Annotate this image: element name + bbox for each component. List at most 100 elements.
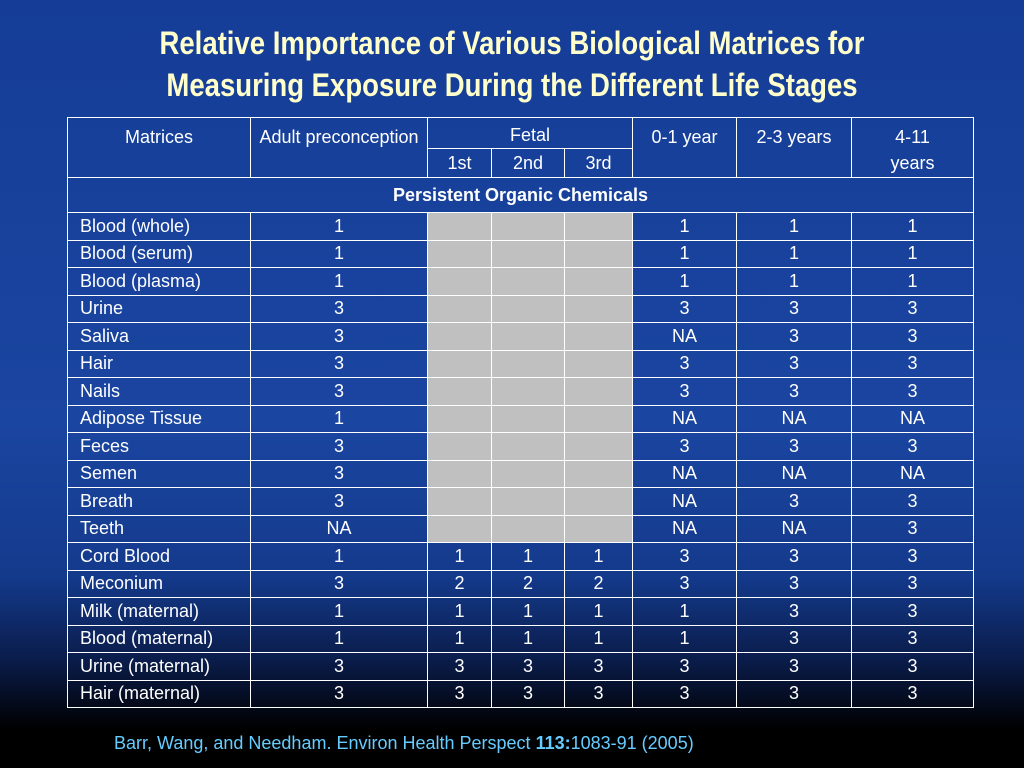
cell-fetal-2nd: 1	[491, 542, 565, 571]
cell-fetal-3rd	[563, 322, 634, 351]
cell-4-11-years: 3	[851, 597, 975, 626]
cell-fetal-2nd	[491, 349, 565, 378]
cell-adult: 1	[250, 239, 428, 268]
cell-fetal-1st	[427, 459, 492, 488]
section-label: Persistent Organic Chemicals	[66, 177, 975, 213]
cell-2-3-years: 3	[736, 294, 853, 323]
cell-matrix: Blood (whole)	[67, 212, 251, 241]
cell-fetal-2nd: 1	[491, 597, 565, 626]
cell-2-3-years: 1	[736, 212, 853, 241]
cell-fetal-1st	[427, 239, 492, 268]
header-fetal: Fetal	[426, 117, 634, 149]
cell-0-1-year: 1	[632, 239, 738, 268]
cell-0-1-year: 3	[632, 569, 738, 598]
cell-4-11-years: 3	[851, 652, 975, 681]
cell-fetal-2nd	[491, 487, 565, 516]
cell-fetal-3rd	[563, 404, 634, 433]
cell-matrix: Feces	[67, 432, 251, 461]
cell-fetal-1st	[427, 294, 492, 323]
cell-2-3-years: 3	[736, 624, 853, 653]
citation-pages: 1083-91 (2005)	[570, 733, 694, 753]
cell-fetal-3rd	[563, 377, 634, 406]
header-fetal-3rd: 3rd	[563, 148, 634, 178]
cell-adult: 3	[250, 569, 428, 598]
cell-2-3-years: NA	[736, 514, 853, 543]
header-4-11-years: 4-11 years	[851, 117, 975, 178]
cell-0-1-year: 3	[632, 432, 738, 461]
cell-2-3-years: 3	[736, 679, 853, 708]
cell-fetal-3rd	[563, 212, 634, 241]
cell-fetal-1st	[427, 514, 492, 543]
cell-fetal-2nd: 3	[491, 679, 565, 708]
cell-fetal-3rd	[563, 267, 634, 296]
cell-matrix: Breath	[67, 487, 251, 516]
cell-fetal-3rd: 1	[563, 542, 634, 571]
cell-4-11-years: NA	[851, 459, 975, 488]
cell-fetal-3rd: 3	[563, 652, 634, 681]
cell-4-11-years: 3	[851, 294, 975, 323]
cell-adult: 1	[250, 597, 428, 626]
cell-adult: 1	[250, 624, 428, 653]
cell-matrix: Nails	[67, 377, 251, 406]
cell-matrix: Urine (maternal)	[67, 652, 251, 681]
matrices-table: Matrices Adult preconception Fetal 0-1 y…	[66, 117, 975, 708]
cell-2-3-years: NA	[736, 459, 853, 488]
table-row: Saliva 3 NA 3 3	[67, 322, 975, 351]
cell-fetal-2nd	[491, 459, 565, 488]
cell-matrix: Blood (serum)	[67, 239, 251, 268]
cell-0-1-year: NA	[632, 487, 738, 516]
cell-adult: 1	[250, 212, 428, 241]
cell-fetal-2nd: 2	[491, 569, 565, 598]
table-row: Blood (serum) 1 1 1 1	[67, 239, 975, 268]
table-row: Blood (maternal) 1 1 1 1 1 3 3	[67, 624, 975, 653]
cell-2-3-years: 3	[736, 542, 853, 571]
table-row: Hair 3 3 3 3	[67, 349, 975, 378]
cell-fetal-2nd	[491, 212, 565, 241]
slide-title-line-2: Measuring Exposure During the Different …	[166, 67, 858, 103]
cell-matrix: Semen	[67, 459, 251, 488]
table-row: Hair (maternal) 3 3 3 3 3 3 3	[67, 679, 975, 708]
cell-matrix: Hair (maternal)	[67, 679, 251, 708]
cell-4-11-years: 3	[851, 377, 975, 406]
cell-4-11-years: 3	[851, 349, 975, 378]
cell-2-3-years: 3	[736, 377, 853, 406]
cell-adult: 3	[250, 459, 428, 488]
cell-fetal-2nd	[491, 432, 565, 461]
cell-matrix: Milk (maternal)	[67, 597, 251, 626]
cell-adult: 3	[250, 294, 428, 323]
cell-0-1-year: 3	[632, 542, 738, 571]
cell-4-11-years: NA	[851, 404, 975, 433]
cell-matrix: Blood (maternal)	[67, 624, 251, 653]
cell-fetal-2nd	[491, 514, 565, 543]
cell-fetal-1st	[427, 212, 492, 241]
cell-2-3-years: 3	[736, 652, 853, 681]
cell-4-11-years: 3	[851, 514, 975, 543]
cell-2-3-years: 3	[736, 432, 853, 461]
cell-2-3-years: 1	[736, 267, 853, 296]
cell-fetal-2nd	[491, 404, 565, 433]
cell-4-11-years: 3	[851, 322, 975, 351]
cell-2-3-years: 1	[736, 239, 853, 268]
citation-volume: 113:	[535, 733, 571, 753]
cell-fetal-1st	[427, 404, 492, 433]
cell-fetal-3rd	[563, 432, 634, 461]
cell-fetal-1st	[427, 377, 492, 406]
cell-0-1-year: 3	[632, 349, 738, 378]
header-matrices: Matrices	[67, 117, 251, 178]
cell-0-1-year: 3	[632, 294, 738, 323]
cell-adult: 1	[250, 542, 428, 571]
cell-fetal-2nd	[491, 322, 565, 351]
cell-adult: 3	[250, 322, 428, 351]
cell-adult: 3	[250, 349, 428, 378]
cell-0-1-year: NA	[632, 459, 738, 488]
cell-matrix: Meconium	[67, 569, 251, 598]
cell-2-3-years: 3	[736, 322, 853, 351]
cell-4-11-years: 3	[851, 542, 975, 571]
table-row: Nails 3 3 3 3	[67, 377, 975, 406]
cell-0-1-year: 3	[632, 652, 738, 681]
cell-2-3-years: 3	[736, 569, 853, 598]
cell-adult: 3	[250, 432, 428, 461]
cell-0-1-year: 1	[632, 597, 738, 626]
cell-0-1-year: 1	[632, 267, 738, 296]
cell-4-11-years: 1	[851, 212, 975, 241]
